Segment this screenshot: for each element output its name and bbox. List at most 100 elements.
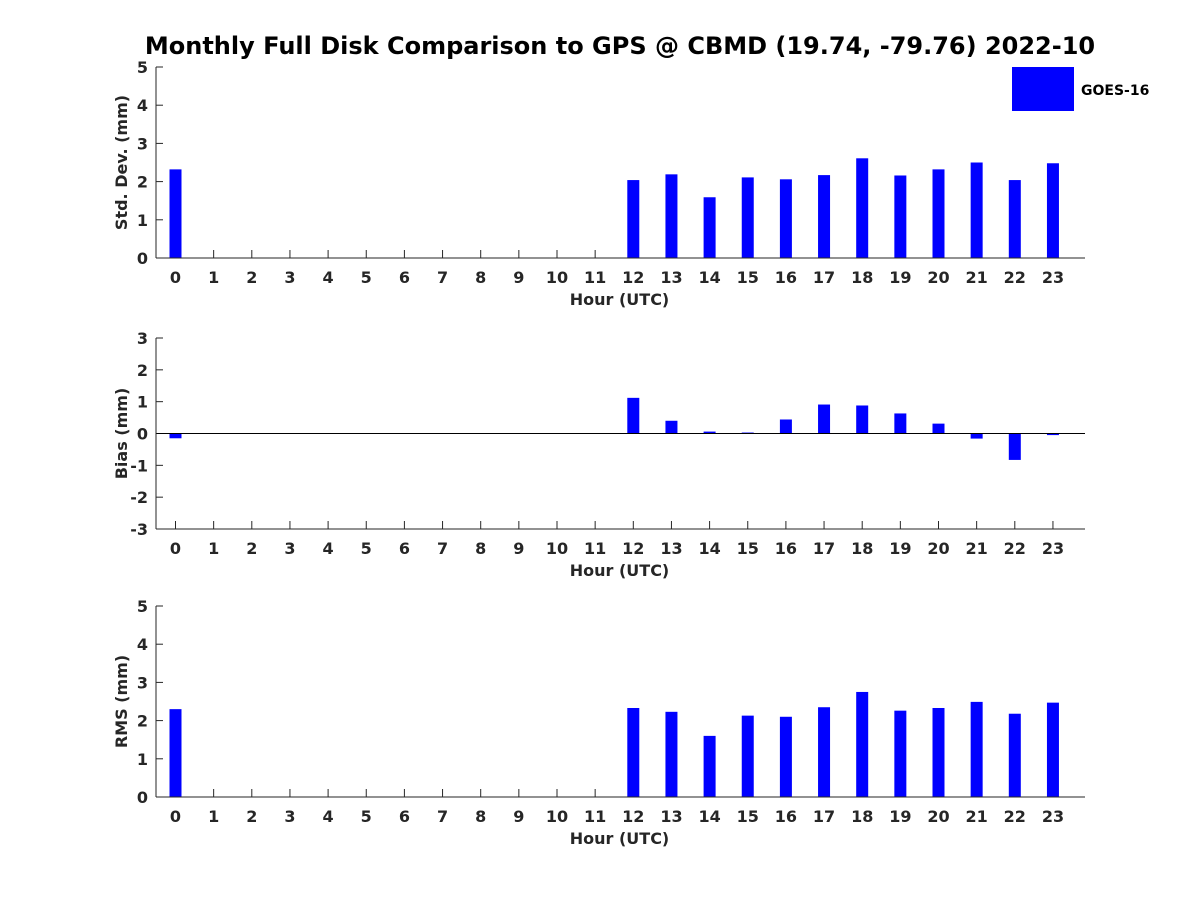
legend-label: GOES-16 bbox=[1081, 83, 1149, 99]
x-tick-label: 10 bbox=[546, 807, 568, 826]
bar-hour-13 bbox=[665, 420, 678, 434]
x-tick-label: 14 bbox=[698, 268, 720, 287]
x-tick-label: 5 bbox=[361, 268, 372, 287]
bar-hour-0 bbox=[169, 169, 182, 258]
x-tick-label: 13 bbox=[660, 268, 682, 287]
x-tick-label: 22 bbox=[1004, 807, 1026, 826]
x-tick-label: 13 bbox=[660, 539, 682, 558]
bar-hour-18 bbox=[856, 158, 869, 258]
bar-hour-15 bbox=[741, 177, 754, 258]
x-axis-label: Hour (UTC) bbox=[570, 829, 670, 848]
x-tick-label: 0 bbox=[170, 268, 181, 287]
x-tick-label: 21 bbox=[966, 807, 988, 826]
x-tick-label: 6 bbox=[399, 539, 410, 558]
x-tick-label: 7 bbox=[437, 268, 448, 287]
y-tick-label: 0 bbox=[137, 788, 148, 807]
y-tick-label: 4 bbox=[137, 635, 148, 654]
x-tick-label: 5 bbox=[361, 807, 372, 826]
bar-hour-19 bbox=[894, 413, 907, 434]
x-tick-label: 23 bbox=[1042, 807, 1064, 826]
x-tick-label: 10 bbox=[546, 268, 568, 287]
x-tick-label: 2 bbox=[246, 539, 257, 558]
x-tick-label: 10 bbox=[546, 539, 568, 558]
bar-hour-19 bbox=[894, 175, 907, 258]
x-tick-label: 7 bbox=[437, 539, 448, 558]
x-axis-label: Hour (UTC) bbox=[570, 561, 670, 580]
x-tick-label: 15 bbox=[737, 539, 759, 558]
bar-hour-20 bbox=[932, 423, 945, 434]
x-tick-label: 20 bbox=[927, 539, 949, 558]
x-tick-label: 14 bbox=[698, 807, 720, 826]
x-tick-label: 19 bbox=[889, 268, 911, 287]
x-tick-label: 8 bbox=[475, 268, 486, 287]
bar-hour-13 bbox=[665, 711, 678, 797]
x-tick-label: 18 bbox=[851, 539, 873, 558]
bar-hour-0 bbox=[169, 709, 182, 797]
bar-hour-22 bbox=[1008, 180, 1021, 258]
y-tick-label: 1 bbox=[137, 393, 148, 412]
x-tick-label: 16 bbox=[775, 268, 797, 287]
y-tick-label: 3 bbox=[137, 329, 148, 348]
bar-hour-12 bbox=[627, 707, 640, 797]
x-tick-label: 1 bbox=[208, 539, 219, 558]
x-tick-label: 4 bbox=[323, 807, 334, 826]
bar-hour-16 bbox=[779, 179, 792, 258]
x-tick-label: 12 bbox=[622, 807, 644, 826]
x-tick-label: 17 bbox=[813, 268, 835, 287]
x-tick-label: 8 bbox=[475, 539, 486, 558]
chart-title: Monthly Full Disk Comparison to GPS @ CB… bbox=[145, 32, 1095, 60]
x-tick-label: 3 bbox=[284, 268, 295, 287]
x-tick-label: 22 bbox=[1004, 268, 1026, 287]
x-tick-label: 21 bbox=[966, 539, 988, 558]
x-tick-label: 20 bbox=[927, 268, 949, 287]
x-tick-label: 4 bbox=[323, 539, 334, 558]
bar-hour-21 bbox=[970, 701, 983, 797]
bar-hour-21 bbox=[970, 433, 983, 439]
x-tick-label: 13 bbox=[660, 807, 682, 826]
x-tick-label: 7 bbox=[437, 807, 448, 826]
bar-hour-20 bbox=[932, 169, 945, 258]
bar-hour-0 bbox=[169, 433, 182, 439]
bar-hour-12 bbox=[627, 180, 640, 258]
x-tick-label: 9 bbox=[513, 268, 524, 287]
x-tick-label: 18 bbox=[851, 268, 873, 287]
x-tick-label: 1 bbox=[208, 807, 219, 826]
legend: GOES-16 bbox=[1012, 67, 1149, 111]
x-tick-label: 2 bbox=[246, 807, 257, 826]
bar-hour-16 bbox=[779, 419, 792, 434]
bar-hour-19 bbox=[894, 710, 907, 797]
y-tick-label: 3 bbox=[137, 673, 148, 692]
x-tick-label: 19 bbox=[889, 539, 911, 558]
x-tick-label: 22 bbox=[1004, 539, 1026, 558]
bar-hour-23 bbox=[1046, 702, 1059, 797]
bar-hour-17 bbox=[818, 404, 831, 434]
x-tick-label: 16 bbox=[775, 539, 797, 558]
bar-hour-13 bbox=[665, 174, 678, 258]
y-tick-label: 3 bbox=[137, 134, 148, 153]
y-tick-label: 5 bbox=[137, 597, 148, 616]
x-tick-label: 12 bbox=[622, 539, 644, 558]
legend-swatch bbox=[1012, 67, 1074, 111]
bar-hour-18 bbox=[856, 405, 869, 434]
y-axis-label: Std. Dev. (mm) bbox=[112, 95, 131, 230]
x-tick-label: 11 bbox=[584, 807, 606, 826]
bar-hour-14 bbox=[703, 197, 716, 258]
bar-hour-17 bbox=[818, 175, 831, 258]
x-tick-label: 9 bbox=[513, 807, 524, 826]
x-tick-label: 11 bbox=[584, 268, 606, 287]
bar-hour-14 bbox=[703, 431, 716, 434]
y-tick-label: 0 bbox=[137, 249, 148, 268]
x-tick-label: 6 bbox=[399, 268, 410, 287]
bar-hour-12 bbox=[627, 397, 640, 434]
x-tick-label: 17 bbox=[813, 539, 835, 558]
x-tick-label: 19 bbox=[889, 807, 911, 826]
x-tick-label: 3 bbox=[284, 539, 295, 558]
y-tick-label: 2 bbox=[137, 173, 148, 192]
y-tick-label: 2 bbox=[137, 361, 148, 380]
x-tick-label: 12 bbox=[622, 268, 644, 287]
